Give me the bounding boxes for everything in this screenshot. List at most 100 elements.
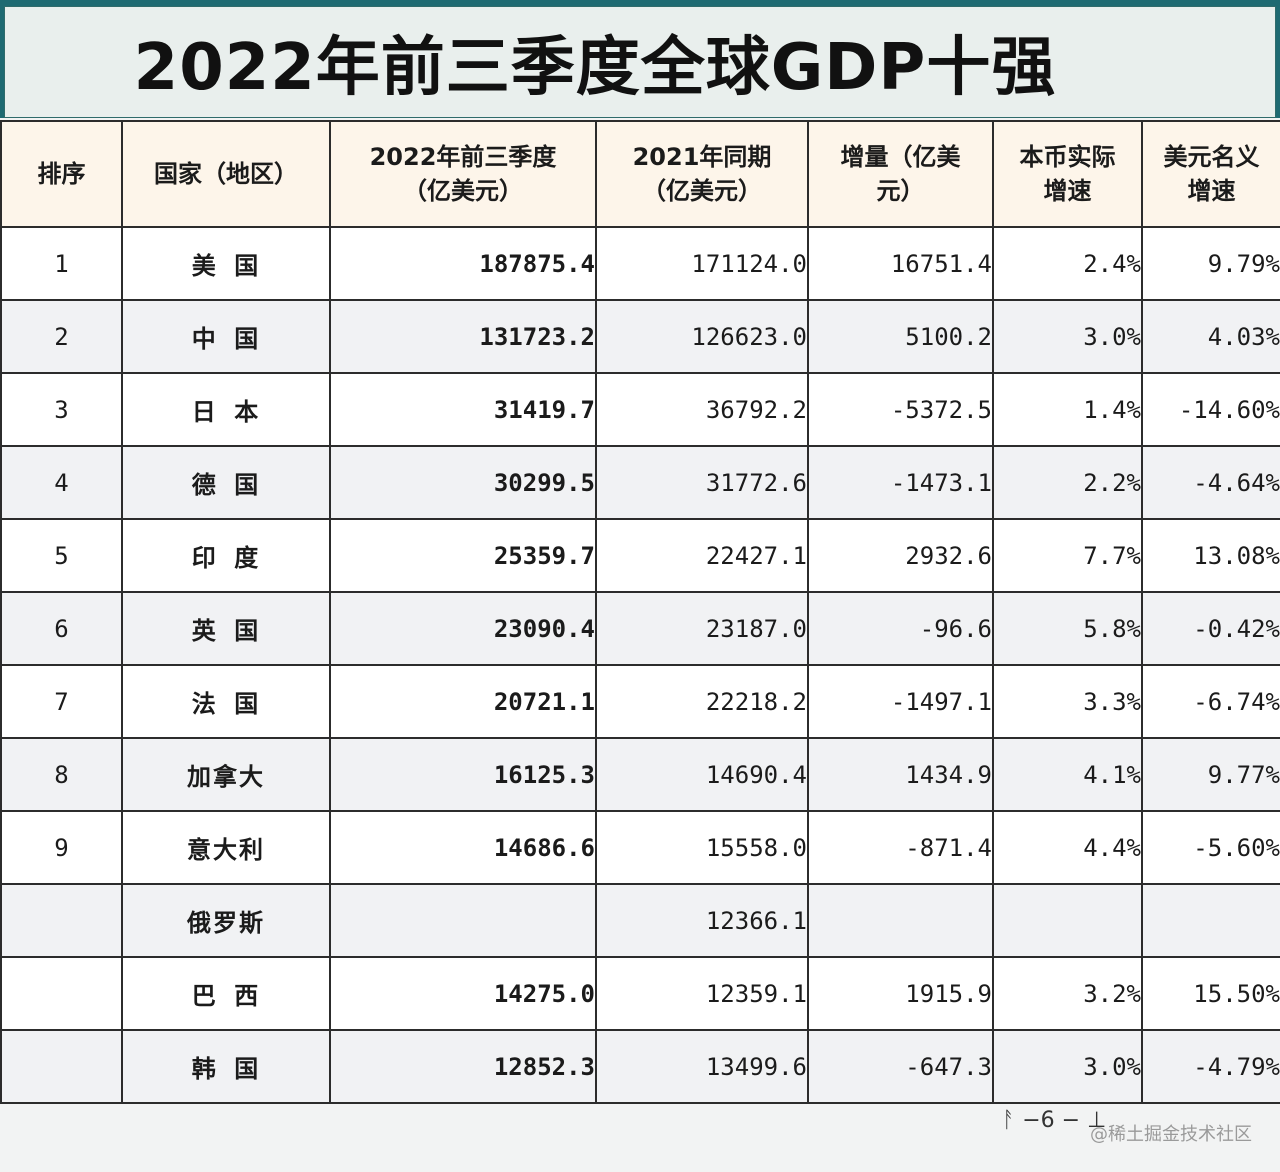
cell-increase: 5100.2 xyxy=(807,299,994,374)
cell-gdp-2022: 25359.7 xyxy=(329,518,597,593)
table-row: 巴 西 14275.0 12359.1 1915.9 3.2% 15.50% xyxy=(0,956,1280,1031)
cell-local-growth: 4.4% xyxy=(992,810,1143,885)
cell-local-growth: 5.8% xyxy=(992,591,1143,666)
cell-rank: 9 xyxy=(0,810,123,885)
cell-country: 中 国 xyxy=(121,299,331,374)
cell-country: 韩 国 xyxy=(121,1029,331,1104)
cell-usd-growth: 4.03% xyxy=(1141,299,1280,374)
cell-increase: -1473.1 xyxy=(807,445,994,520)
cell-country: 加拿大 xyxy=(121,737,331,812)
cell-gdp-2022: 12852.3 xyxy=(329,1029,597,1104)
cell-gdp-2022: 23090.4 xyxy=(329,591,597,666)
gdp-table: 排序 国家（地区） 2022年前三季度 （亿美元） 2021年同期 （亿美元） 增量… xyxy=(0,120,1280,1104)
header-usd-growth: 美元名义 增速 xyxy=(1141,120,1280,228)
cell-country: 美 国 xyxy=(121,226,331,301)
cell-gdp-2021: 23187.0 xyxy=(595,591,809,666)
cell-gdp-2021: 31772.6 xyxy=(595,445,809,520)
cell-gdp-2021: 22427.1 xyxy=(595,518,809,593)
cell-local-growth: 7.7% xyxy=(992,518,1143,593)
cell-gdp-2021: 171124.0 xyxy=(595,226,809,301)
header-gdp-2021: 2021年同期 （亿美元） xyxy=(595,120,809,228)
cell-gdp-2021: 15558.0 xyxy=(595,810,809,885)
cell-gdp-2022: 30299.5 xyxy=(329,445,597,520)
cell-rank: 1 xyxy=(0,226,123,301)
cell-rank: 7 xyxy=(0,664,123,739)
cell-usd-growth: -4.64% xyxy=(1141,445,1280,520)
cell-rank: 6 xyxy=(0,591,123,666)
cell-rank xyxy=(0,883,123,958)
cell-usd-growth: -6.74% xyxy=(1141,664,1280,739)
page-title: 2022年前三季度全球GDP十强 xyxy=(133,31,1057,105)
cell-increase: 16751.4 xyxy=(807,226,994,301)
cell-gdp-2021: 12359.1 xyxy=(595,956,809,1031)
header-local-growth: 本币实际 增速 xyxy=(992,120,1143,228)
table-row: 8 加拿大 16125.3 14690.4 1434.9 4.1% 9.77% xyxy=(0,737,1280,812)
cell-increase: 1915.9 xyxy=(807,956,994,1031)
cell-usd-growth: 9.79% xyxy=(1141,226,1280,301)
cell-country: 英 国 xyxy=(121,591,331,666)
cell-gdp-2021: 36792.2 xyxy=(595,372,809,447)
cell-rank xyxy=(0,1029,123,1104)
cell-usd-growth: -5.60% xyxy=(1141,810,1280,885)
header-row: 排序 国家（地区） 2022年前三季度 （亿美元） 2021年同期 （亿美元） 增量… xyxy=(0,120,1280,228)
cell-gdp-2022: 31419.7 xyxy=(329,372,597,447)
cell-local-growth: 1.4% xyxy=(992,372,1143,447)
cell-usd-growth: 13.08% xyxy=(1141,518,1280,593)
cell-gdp-2022: 131723.2 xyxy=(329,299,597,374)
cell-usd-growth: 9.77% xyxy=(1141,737,1280,812)
header-rank: 排序 xyxy=(0,120,123,228)
cell-rank xyxy=(0,956,123,1031)
cell-gdp-2021: 14690.4 xyxy=(595,737,809,812)
cell-rank: 5 xyxy=(0,518,123,593)
cell-gdp-2022: 14686.6 xyxy=(329,810,597,885)
cell-usd-growth xyxy=(1141,883,1280,958)
cell-increase: -647.3 xyxy=(807,1029,994,1104)
cell-local-growth: 3.2% xyxy=(992,956,1143,1031)
header-increase: 增量（亿美 元） xyxy=(807,120,994,228)
header-country: 国家（地区） xyxy=(121,120,331,228)
table-row: 韩 国 12852.3 13499.6 -647.3 3.0% -4.79% xyxy=(0,1029,1280,1104)
cell-gdp-2021: 12366.1 xyxy=(595,883,809,958)
cell-gdp-2021: 22218.2 xyxy=(595,664,809,739)
cell-rank: 3 xyxy=(0,372,123,447)
table-row: 9 意大利 14686.6 15558.0 -871.4 4.4% -5.60% xyxy=(0,810,1280,885)
header-gdp-2022: 2022年前三季度 （亿美元） xyxy=(329,120,597,228)
title-band: 2022年前三季度全球GDP十强 xyxy=(0,0,1280,118)
cell-gdp-2021: 126623.0 xyxy=(595,299,809,374)
cell-local-growth xyxy=(992,883,1143,958)
watermark: @稀土掘金技术社区 xyxy=(1090,1124,1252,1145)
cell-local-growth: 3.0% xyxy=(992,299,1143,374)
footer-scribble: ᚨ −6 − ⊥ xyxy=(1002,1108,1107,1133)
cell-rank: 8 xyxy=(0,737,123,812)
title-box: 2022年前三季度全球GDP十强 xyxy=(4,6,1276,118)
cell-local-growth: 4.1% xyxy=(992,737,1143,812)
cell-increase: -871.4 xyxy=(807,810,994,885)
cell-local-growth: 2.4% xyxy=(992,226,1143,301)
cell-country: 巴 西 xyxy=(121,956,331,1031)
cell-usd-growth: -0.42% xyxy=(1141,591,1280,666)
cell-increase: -5372.5 xyxy=(807,372,994,447)
cell-country: 德 国 xyxy=(121,445,331,520)
cell-local-growth: 2.2% xyxy=(992,445,1143,520)
cell-gdp-2021: 13499.6 xyxy=(595,1029,809,1104)
cell-gdp-2022: 20721.1 xyxy=(329,664,597,739)
cell-gdp-2022 xyxy=(329,883,597,958)
cell-country: 俄罗斯 xyxy=(121,883,331,958)
cell-usd-growth: 15.50% xyxy=(1141,956,1280,1031)
cell-usd-growth: -14.60% xyxy=(1141,372,1280,447)
cell-gdp-2022: 16125.3 xyxy=(329,737,597,812)
cell-gdp-2022: 14275.0 xyxy=(329,956,597,1031)
cell-increase: 1434.9 xyxy=(807,737,994,812)
cell-increase: 2932.6 xyxy=(807,518,994,593)
cell-increase xyxy=(807,883,994,958)
cell-country: 意大利 xyxy=(121,810,331,885)
cell-increase: -1497.1 xyxy=(807,664,994,739)
cell-rank: 2 xyxy=(0,299,123,374)
